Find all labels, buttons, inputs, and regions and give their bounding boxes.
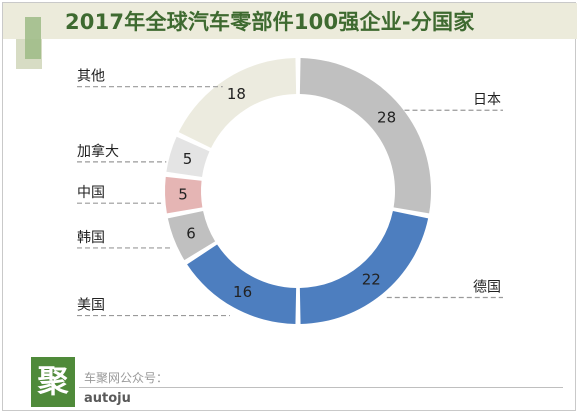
donut-slice-4: [165, 176, 203, 214]
donut-slice-5: [166, 136, 210, 177]
donut-slice-3: [167, 211, 216, 261]
donut-slice-0: [299, 58, 431, 214]
slice-category-label-6: 其他: [77, 69, 105, 85]
slice-value-label-3: 6: [186, 224, 196, 242]
footer-label: 车聚网公众号：: [84, 371, 169, 385]
donut-slice-1: [299, 211, 429, 324]
slice-category-label-0: 日本: [473, 92, 501, 108]
slice-value-label-2: 16: [233, 283, 252, 301]
slice-category-label-5: 加拿大: [77, 143, 119, 160]
donut-slice-2: [187, 244, 297, 324]
slice-category-label-1: 德国: [473, 279, 501, 295]
slice-value-label-5: 5: [183, 150, 193, 168]
donut-slice-6: [178, 58, 297, 149]
slice-category-label-4: 中国: [77, 185, 105, 201]
slice-value-label-0: 28: [377, 109, 396, 127]
slice-category-label-2: 美国: [77, 298, 105, 314]
chart-title: 2017年全球汽车零部件100强企业-分国家: [65, 10, 475, 34]
donut-chart: 28 日本 22 德国 16 美国 6 韩国 5 中国 5 加拿大 18 其他: [77, 58, 503, 324]
slice-value-label-4: 5: [178, 186, 188, 204]
title-bar: [3, 3, 577, 39]
footer-divider: [79, 387, 563, 388]
slice-category-label-3: 韩国: [77, 230, 105, 246]
brand-logo: 聚: [31, 357, 75, 407]
footer-handle: autoju: [84, 391, 131, 406]
title-decoration-accent: [25, 17, 41, 59]
chart-card: 2017年全球汽车零部件100强企业-分国家 28 日本 22 德国 16 美国 6 韩国 5 中…: [2, 2, 577, 411]
slice-value-label-1: 22: [362, 271, 381, 289]
slice-value-label-6: 18: [227, 85, 246, 103]
